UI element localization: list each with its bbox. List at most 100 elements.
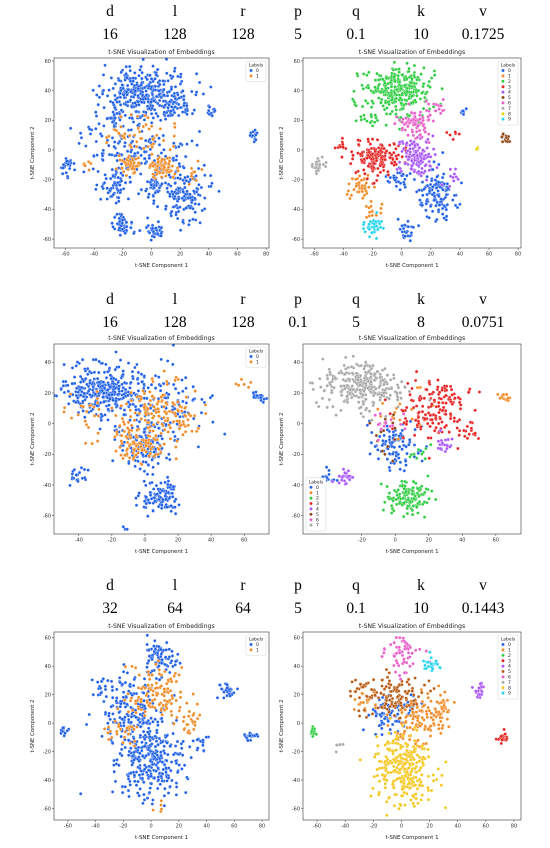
data-point-label-0 [198, 221, 202, 225]
data-point-label-1 [398, 418, 402, 422]
data-point-label-0 [142, 382, 146, 386]
data-point-label-5 [500, 140, 505, 144]
data-point-label-7 [327, 397, 331, 402]
data-point-label-2 [381, 104, 385, 108]
data-point-label-0 [154, 739, 159, 743]
data-point-label-2 [418, 97, 423, 101]
data-point-label-2 [368, 120, 373, 125]
data-point-label-1 [145, 420, 150, 425]
data-point-label-0 [108, 717, 112, 722]
data-point-label-0 [139, 435, 144, 439]
x-tick-label: 40 [206, 252, 212, 258]
data-point-label-0 [71, 476, 76, 480]
data-point-label-3 [443, 409, 448, 413]
data-point-label-1 [162, 409, 167, 414]
data-point-label-6 [437, 107, 441, 111]
data-point-label-0 [142, 86, 147, 90]
data-point-label-0 [153, 84, 157, 88]
data-point-label-2 [373, 78, 378, 82]
data-point-label-0 [225, 682, 229, 687]
x-tick-label: 80 [515, 252, 521, 258]
data-point-label-0 [129, 705, 133, 710]
data-point-label-1 [127, 430, 131, 435]
data-point-label-0 [413, 427, 417, 432]
data-point-label-1 [173, 125, 177, 129]
data-point-label-1 [138, 136, 143, 141]
data-point-label-1 [166, 165, 171, 170]
data-point-label-0 [163, 494, 167, 498]
data-point-label-0 [174, 781, 179, 785]
legend-marker [249, 74, 253, 78]
data-point-label-1 [175, 439, 179, 443]
data-point-label-1 [144, 443, 148, 448]
data-point-label-0 [396, 217, 400, 221]
data-point-label-1 [128, 414, 133, 419]
data-point-label-6 [431, 119, 435, 123]
data-point-label-0 [112, 181, 117, 186]
data-point-label-2 [390, 109, 394, 114]
data-point-label-1 [163, 160, 168, 165]
data-point-label-3 [372, 181, 376, 185]
data-point-label-0 [171, 731, 175, 736]
data-point-label-0 [335, 478, 339, 483]
data-point-label-0 [157, 756, 162, 761]
data-point-label-0 [178, 661, 182, 665]
data-point-label-3 [432, 428, 437, 433]
data-point-label-0 [138, 467, 142, 471]
data-point-label-2 [370, 99, 374, 103]
data-point-label-0 [174, 158, 178, 162]
legend-label: 2 [316, 496, 319, 502]
data-point-label-0 [166, 79, 170, 83]
data-point-label-3 [469, 426, 474, 430]
data-point-label-0 [425, 174, 429, 179]
data-point-label-0 [145, 216, 150, 220]
data-point-label-3 [414, 369, 419, 374]
data-point-label-1 [151, 423, 156, 427]
data-point-label-3 [370, 137, 375, 141]
data-point-label-0 [129, 746, 133, 750]
data-point-label-0 [163, 117, 168, 121]
data-point-label-0 [200, 397, 204, 402]
data-point-label-0 [159, 716, 164, 721]
data-point-label-0 [157, 185, 162, 190]
data-point-label-1 [106, 731, 110, 735]
data-point-label-4 [428, 164, 432, 168]
data-point-label-0 [110, 685, 114, 689]
y-axis-label: t-SNE Component 2 [279, 412, 285, 465]
data-point-label-1 [159, 431, 163, 436]
data-point-label-4 [398, 166, 402, 171]
x-tick-label: 20 [177, 252, 183, 258]
data-point-label-0 [168, 457, 172, 462]
data-point-label-3 [465, 424, 470, 429]
data-point-label-1 [162, 687, 166, 691]
data-point-label-3 [455, 419, 460, 424]
data-point-label-0 [153, 755, 157, 760]
legend-marker [501, 95, 505, 100]
data-point-label-0 [141, 721, 146, 725]
y-tick-label: 60 [294, 59, 300, 65]
data-point-label-7 [385, 373, 390, 377]
data-point-label-0 [160, 760, 165, 764]
data-point-label-3 [388, 156, 392, 160]
data-point-label-0 [66, 383, 70, 387]
y-axis-label: t-SNE Component 2 [30, 699, 36, 752]
data-point-label-0 [406, 225, 410, 229]
data-point-label-1 [175, 419, 179, 423]
data-point-label-4 [395, 167, 399, 172]
data-point-label-0 [66, 389, 70, 393]
y-tick-label: 40 [45, 88, 51, 94]
data-point-label-3 [444, 384, 449, 388]
data-point-label-0 [169, 87, 174, 91]
data-point-label-0 [396, 179, 401, 184]
data-point-label-0 [411, 225, 415, 229]
data-point-label-0 [155, 786, 160, 791]
data-point-label-1 [136, 451, 140, 455]
data-point-label-0 [141, 801, 145, 805]
data-point-label-3 [417, 410, 421, 414]
data-point-label-0 [101, 88, 106, 93]
data-point-label-7 [319, 385, 323, 389]
data-point-label-1 [137, 394, 142, 399]
data-point-label-3 [388, 411, 392, 416]
